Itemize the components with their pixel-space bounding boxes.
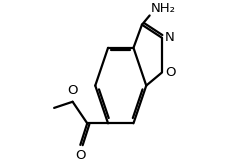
Text: O: O (165, 66, 175, 79)
Text: NH₂: NH₂ (150, 2, 176, 15)
Text: O: O (75, 149, 86, 162)
Text: O: O (67, 84, 78, 97)
Text: N: N (165, 31, 174, 44)
